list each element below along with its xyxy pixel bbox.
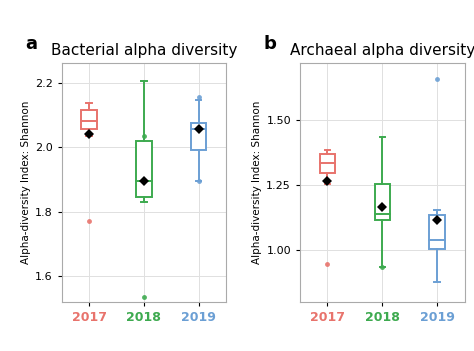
Bar — [136, 141, 152, 197]
Bar — [191, 123, 206, 150]
Text: a: a — [26, 34, 37, 53]
Title: Archaeal alpha diversity: Archaeal alpha diversity — [290, 43, 474, 58]
Title: Bacterial alpha diversity: Bacterial alpha diversity — [51, 43, 237, 58]
Text: b: b — [264, 34, 277, 53]
Y-axis label: Alpha-diversity Index: Shannon: Alpha-diversity Index: Shannon — [20, 101, 30, 264]
Bar — [429, 215, 445, 249]
Y-axis label: Alpha-diversity Index: Shannon: Alpha-diversity Index: Shannon — [252, 101, 262, 264]
Bar — [374, 184, 390, 220]
Bar — [320, 154, 335, 173]
Bar — [82, 110, 97, 129]
